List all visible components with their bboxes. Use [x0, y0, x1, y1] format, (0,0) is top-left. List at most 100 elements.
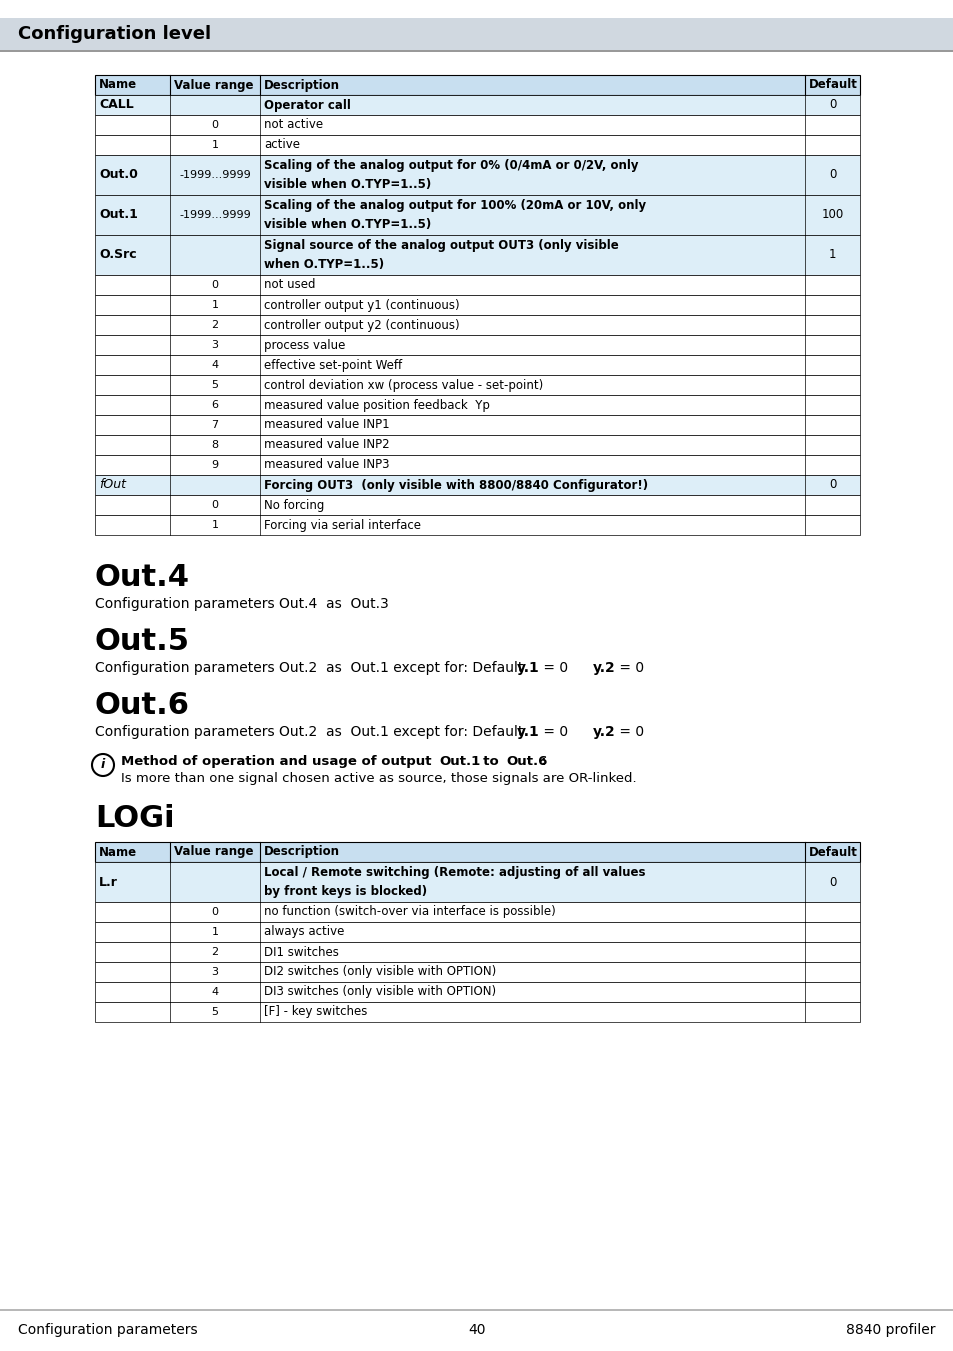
- Text: Value range: Value range: [173, 846, 253, 858]
- Text: no function (switch-over via interface is possible): no function (switch-over via interface i…: [264, 905, 556, 919]
- Text: 2: 2: [212, 947, 218, 957]
- Text: 4: 4: [212, 988, 218, 997]
- Text: 1: 1: [212, 141, 218, 150]
- Text: [F] - key switches: [F] - key switches: [264, 1005, 367, 1019]
- Text: = 0: = 0: [615, 661, 643, 676]
- Text: Local / Remote switching (Remote: adjusting of all values: Local / Remote switching (Remote: adjust…: [264, 866, 645, 880]
- Text: 3: 3: [212, 340, 218, 350]
- Text: 5: 5: [212, 1006, 218, 1017]
- Bar: [0, 18, 953, 50]
- Text: y.1: y.1: [517, 661, 539, 676]
- Text: Forcing via serial interface: Forcing via serial interface: [264, 519, 420, 531]
- Text: by front keys is blocked): by front keys is blocked): [264, 885, 427, 897]
- Text: when O.TYP=1..5): when O.TYP=1..5): [264, 258, 384, 270]
- Text: 1: 1: [828, 249, 836, 262]
- Text: 6: 6: [212, 400, 218, 409]
- Text: Out.0: Out.0: [99, 169, 138, 181]
- Text: 100: 100: [821, 208, 842, 222]
- Text: Configuration level: Configuration level: [18, 26, 211, 43]
- Text: Description: Description: [264, 78, 339, 92]
- Bar: [95, 155, 859, 195]
- Text: 0: 0: [212, 907, 218, 917]
- Bar: [95, 335, 859, 355]
- Bar: [95, 902, 859, 921]
- Text: 1: 1: [212, 300, 218, 309]
- Text: visible when O.TYP=1..5): visible when O.TYP=1..5): [264, 218, 431, 231]
- Text: 2: 2: [212, 320, 218, 330]
- Text: Value range: Value range: [173, 78, 253, 92]
- Text: -1999...9999: -1999...9999: [179, 170, 251, 180]
- Text: 8840 profiler: 8840 profiler: [845, 1323, 935, 1337]
- Text: effective set-point Weff: effective set-point Weff: [264, 358, 402, 372]
- Text: 7: 7: [212, 420, 218, 430]
- Text: y.2: y.2: [593, 661, 615, 676]
- Text: DI1 switches: DI1 switches: [264, 946, 338, 958]
- Text: O.Src: O.Src: [99, 249, 136, 262]
- Text: Default: Default: [808, 78, 857, 92]
- Bar: [95, 95, 859, 115]
- Text: Default: Default: [808, 846, 857, 858]
- Bar: [95, 394, 859, 415]
- Text: Out.1: Out.1: [438, 755, 479, 767]
- Bar: [95, 295, 859, 315]
- Text: Out.6: Out.6: [95, 690, 190, 720]
- Bar: [95, 455, 859, 476]
- Text: not used: not used: [264, 278, 315, 292]
- Text: = 0: = 0: [615, 725, 643, 739]
- Text: controller output y1 (continuous): controller output y1 (continuous): [264, 299, 459, 312]
- Text: Name: Name: [99, 846, 137, 858]
- Text: Operator call: Operator call: [264, 99, 351, 112]
- Text: CALL: CALL: [99, 99, 133, 112]
- Text: 1: 1: [212, 520, 218, 530]
- Bar: [95, 76, 859, 95]
- Text: 4: 4: [212, 359, 218, 370]
- Text: Out.1: Out.1: [99, 208, 138, 222]
- Text: 8: 8: [212, 440, 218, 450]
- Text: 1: 1: [212, 927, 218, 938]
- Text: process value: process value: [264, 339, 345, 351]
- Text: No forcing: No forcing: [264, 499, 324, 512]
- Bar: [95, 315, 859, 335]
- Text: Configuration parameters Out.4  as  Out.3: Configuration parameters Out.4 as Out.3: [95, 597, 388, 611]
- Bar: [95, 195, 859, 235]
- Text: to: to: [474, 755, 507, 767]
- Text: measured value INP2: measured value INP2: [264, 439, 389, 451]
- Text: Out.6: Out.6: [505, 755, 547, 767]
- Text: Configuration parameters Out.2  as  Out.1 except for: Default: Configuration parameters Out.2 as Out.1 …: [95, 661, 532, 676]
- Text: Method of operation and usage of output: Method of operation and usage of output: [121, 755, 440, 767]
- Bar: [95, 515, 859, 535]
- Bar: [95, 842, 859, 862]
- Text: measured value position feedback  Yp: measured value position feedback Yp: [264, 399, 489, 412]
- Bar: [95, 921, 859, 942]
- Text: y.2: y.2: [593, 725, 615, 739]
- Text: 0: 0: [828, 875, 836, 889]
- Text: Scaling of the analog output for 100% (20mA or 10V, only: Scaling of the analog output for 100% (2…: [264, 200, 645, 212]
- Text: fOut: fOut: [99, 478, 126, 492]
- Text: DI2 switches (only visible with OPTION): DI2 switches (only visible with OPTION): [264, 966, 496, 978]
- Text: always active: always active: [264, 925, 344, 939]
- Text: L.r: L.r: [99, 875, 118, 889]
- Text: :: :: [540, 755, 546, 767]
- Bar: [95, 476, 859, 494]
- Bar: [95, 115, 859, 135]
- Text: i: i: [101, 758, 105, 771]
- Text: 5: 5: [212, 380, 218, 390]
- Text: Out.4: Out.4: [95, 563, 190, 592]
- Text: 3: 3: [212, 967, 218, 977]
- Text: 0: 0: [212, 120, 218, 130]
- Bar: [95, 942, 859, 962]
- Bar: [95, 982, 859, 1002]
- Text: Configuration parameters Out.2  as  Out.1 except for: Default: Configuration parameters Out.2 as Out.1 …: [95, 725, 532, 739]
- Bar: [95, 962, 859, 982]
- Text: = 0: = 0: [538, 725, 585, 739]
- Text: active: active: [264, 139, 299, 151]
- Text: y.1: y.1: [517, 725, 539, 739]
- Bar: [95, 1002, 859, 1021]
- Text: 0: 0: [212, 280, 218, 290]
- Bar: [95, 355, 859, 376]
- Text: measured value INP1: measured value INP1: [264, 419, 389, 431]
- Text: 0: 0: [828, 478, 836, 492]
- Text: Out.5: Out.5: [95, 627, 190, 657]
- Bar: [95, 862, 859, 902]
- Text: 0: 0: [212, 500, 218, 509]
